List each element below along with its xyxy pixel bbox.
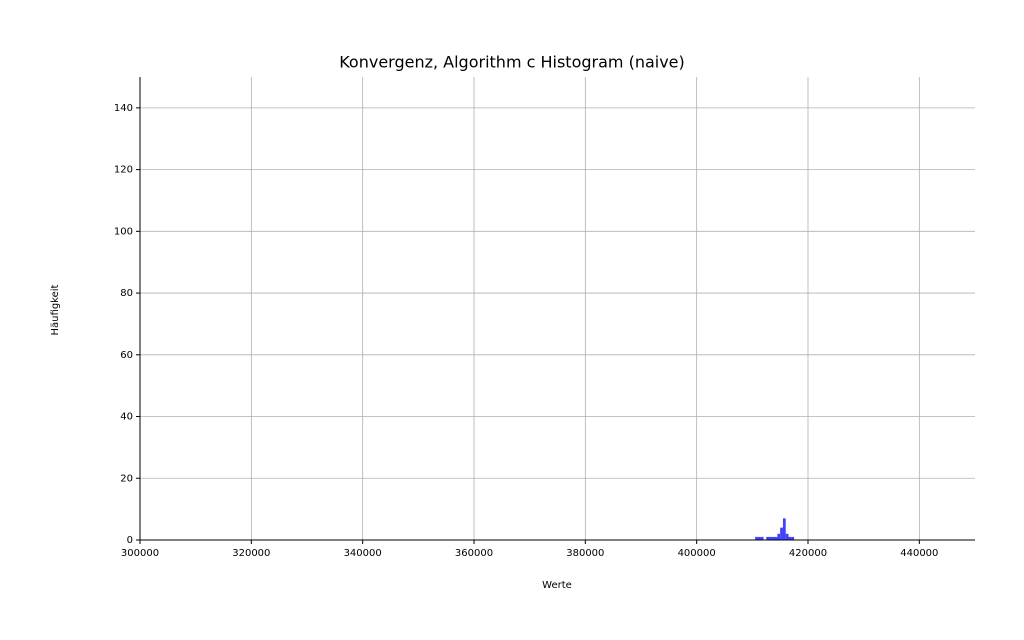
bar	[755, 536, 758, 540]
x-tick-label: 420000	[789, 548, 827, 559]
y-tick-label: 100	[114, 226, 133, 237]
bar	[766, 536, 770, 540]
bar	[788, 536, 792, 540]
x-axis-label: Werte	[542, 580, 572, 591]
x-tick-label: 360000	[455, 548, 493, 559]
x-tick-label: 440000	[900, 548, 938, 559]
y-axis-label: Häufigkeit	[50, 284, 61, 335]
bar	[760, 536, 764, 540]
bar	[782, 518, 786, 540]
y-tick-label: 0	[127, 535, 133, 546]
bar	[780, 527, 783, 540]
y-tick-label: 20	[120, 473, 133, 484]
x-tick-label: 340000	[344, 548, 382, 559]
bar	[785, 533, 789, 540]
x-tick-label: 400000	[678, 548, 716, 559]
y-tick-label: 80	[120, 288, 133, 299]
bar	[791, 536, 795, 540]
x-tick-label: 380000	[566, 548, 604, 559]
x-tick-label: 300000	[121, 548, 159, 559]
y-tick-label: 120	[114, 165, 133, 176]
bar	[757, 536, 761, 540]
bar	[774, 536, 778, 540]
bar	[777, 533, 781, 540]
y-tick-label: 40	[120, 412, 133, 423]
bar	[771, 536, 775, 540]
y-tick-label: 60	[120, 350, 133, 361]
x-tick-label: 320000	[232, 548, 270, 559]
y-tick-label: 140	[114, 103, 133, 114]
chart-title: Konvergenz, Algorithm c Histogram (naive…	[339, 53, 685, 72]
bar	[769, 536, 772, 540]
